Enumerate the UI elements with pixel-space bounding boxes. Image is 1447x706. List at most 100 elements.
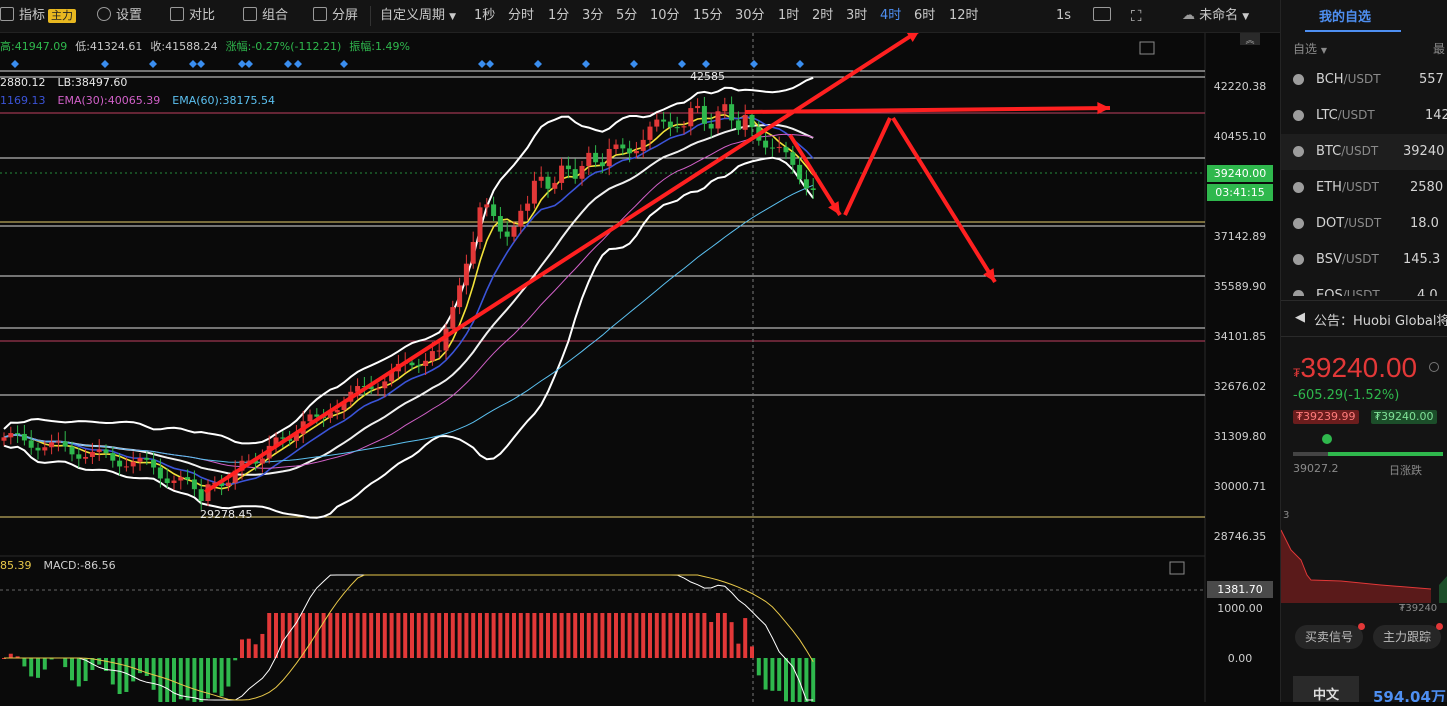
watchlist-filter[interactable]: 自选 ▼ [1293, 40, 1327, 57]
macd-histogram-bar [600, 613, 604, 658]
pair-quote: /USDT [1342, 252, 1379, 266]
indicator-icon [0, 7, 14, 21]
pair-base: BCH [1316, 72, 1344, 87]
period-12h[interactable]: 12时 [949, 0, 979, 32]
period-2h[interactable]: 2时 [812, 0, 833, 32]
period-1h[interactable]: 1时 [778, 0, 799, 32]
watchlist-item-ltc[interactable]: LTC/USDT142 [1281, 98, 1447, 134]
period-1s[interactable]: 1秒 [474, 0, 495, 32]
candle-body [682, 126, 687, 127]
signal-diamond-marker [238, 60, 246, 68]
candle-body [709, 124, 714, 129]
signal-diamond-marker [197, 60, 205, 68]
candle-body [15, 433, 20, 434]
bollinger-upper [4, 78, 813, 444]
period-6h[interactable]: 6时 [914, 0, 935, 32]
custom-period-dropdown[interactable]: 自定义周期 ▼ [380, 0, 456, 32]
watchlist-tab[interactable]: 我的自选 [1319, 6, 1371, 25]
pair-price: 2580 [1410, 180, 1443, 195]
main-force-track-button[interactable]: 主力跟踪 [1373, 625, 1441, 649]
macd-histogram-bar [186, 658, 190, 700]
indicator-button[interactable]: 指标主力 [0, 0, 76, 32]
period-30m[interactable]: 30分 [735, 0, 765, 32]
candle-body [627, 148, 632, 153]
candle-body [185, 477, 190, 479]
candle-body [226, 483, 231, 486]
macd-histogram-bar [764, 658, 768, 690]
period-3m[interactable]: 3分 [582, 0, 603, 32]
candle-body [471, 242, 476, 264]
candle-body [702, 106, 707, 124]
fullscreen-button[interactable]: ⛶ [1131, 0, 1142, 32]
period-15m[interactable]: 15分 [693, 0, 723, 32]
combo-label: 组合 [262, 8, 288, 23]
candle-body [559, 166, 564, 183]
signal-diamond-marker [284, 60, 292, 68]
macd-histogram-bar [614, 613, 618, 658]
candle-body [335, 410, 340, 412]
macd-histogram-bar [750, 646, 754, 658]
indicator-label: 指标 [19, 8, 45, 23]
ema-short [4, 117, 813, 484]
macd-histogram-bar [254, 644, 258, 658]
combo-button[interactable]: 组合 [243, 0, 288, 32]
notes-icon[interactable] [1140, 42, 1154, 54]
candle-body [661, 120, 666, 122]
candles [2, 97, 816, 511]
signal-markers [11, 60, 804, 68]
settings-button[interactable]: 设置 [97, 0, 142, 32]
period-1m[interactable]: 1分 [548, 0, 569, 32]
split-screen-button[interactable]: 分屏 [313, 0, 358, 32]
info-icon[interactable] [1429, 362, 1439, 372]
period-5m[interactable]: 5分 [616, 0, 637, 32]
announcement-bar[interactable]: ◀ 公告：Huobi Global将于 [1281, 306, 1447, 330]
chevron-down-icon: ▼ [449, 12, 456, 22]
candle-body [8, 433, 13, 437]
macd-histogram-bar [199, 658, 203, 702]
candle-body [505, 232, 510, 237]
candle-body [641, 140, 646, 151]
snapshot-button[interactable] [1093, 0, 1116, 32]
macd-histogram-bar [560, 613, 564, 658]
period-timeline[interactable]: 分时 [508, 0, 534, 32]
macd-histogram-bar [383, 613, 387, 658]
candle-body [729, 104, 734, 120]
compare-button[interactable]: 对比 [170, 0, 215, 32]
macd-histogram-bar [288, 613, 292, 658]
language-tab[interactable]: 中文 [1293, 676, 1359, 702]
macd-histogram-bar [811, 658, 815, 702]
candle-body [620, 145, 625, 149]
period-4h[interactable]: 4时 [880, 0, 901, 32]
macd-histogram-bar [458, 613, 462, 658]
macd-histogram-bar [29, 658, 33, 676]
ema30: EMA(30):40065.39 [58, 94, 161, 107]
macd-histogram-bar [267, 613, 271, 658]
expand-pane-icon[interactable] [1170, 562, 1184, 574]
macd-histogram-bar [702, 613, 706, 658]
interval-toggle[interactable]: 1s [1056, 0, 1071, 32]
ohlc-amplitude: 振幅:1.49% [349, 39, 410, 53]
macd-histogram-bar [158, 658, 162, 702]
trade-signal-button[interactable]: 买卖信号 [1295, 625, 1363, 649]
period-10m[interactable]: 10分 [650, 0, 680, 32]
coin-icon [1293, 74, 1304, 85]
layout-save-dropdown[interactable]: ☁ 未命名 ▼ [1182, 0, 1249, 32]
volume-value: 594.04万 [1373, 686, 1446, 702]
pair-price: 39240 [1403, 144, 1444, 159]
macd-histogram-bar [743, 618, 747, 658]
macd-histogram-bar [342, 613, 346, 658]
period-3h[interactable]: 3时 [846, 0, 867, 32]
candle-body [518, 211, 523, 227]
pair-quote: /USDT [1338, 108, 1375, 122]
candle-body [63, 441, 68, 446]
macd-histogram-bar [798, 658, 802, 702]
candle-body [811, 188, 816, 190]
